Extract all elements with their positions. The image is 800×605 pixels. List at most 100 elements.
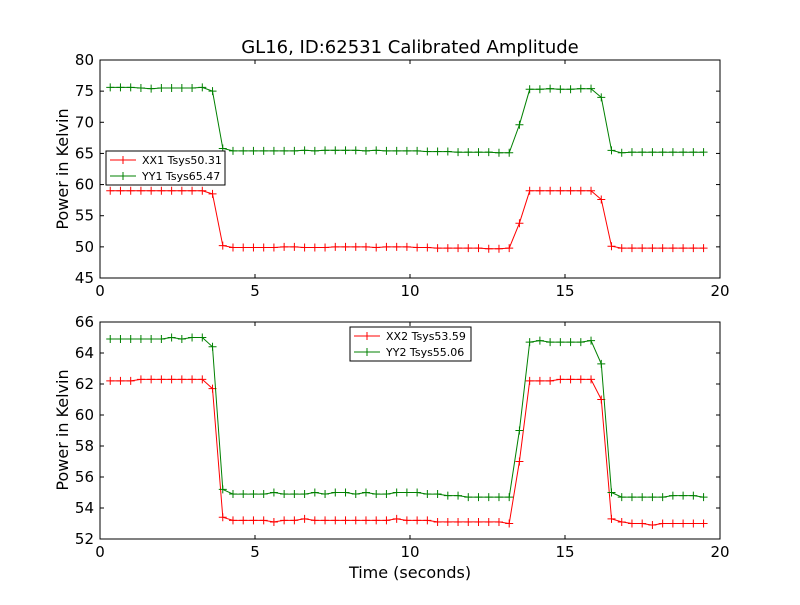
upper-series-1-point — [208, 189, 217, 198]
upper-series-2-point — [198, 83, 207, 92]
upper-series-1-point — [689, 244, 698, 253]
upper-series-1-point — [474, 244, 483, 253]
lower-series-1-point — [361, 516, 370, 525]
lower-series-2-point — [228, 490, 237, 499]
upper-y-tick-label: 75 — [75, 82, 94, 100]
upper-y-tick-label: 65 — [75, 144, 94, 162]
upper-series-1-point — [668, 244, 677, 253]
lower-series-2-point — [300, 490, 309, 499]
lower-series-2-point — [423, 490, 432, 499]
lower-series-2-point — [689, 491, 698, 500]
upper-series-2-point — [668, 148, 677, 157]
upper-series-2-point — [126, 83, 135, 92]
lower-series-2-point — [668, 491, 677, 500]
upper-series-2-point — [269, 146, 278, 155]
lower-series-1-point — [535, 376, 544, 385]
upper-series-2-point — [167, 84, 176, 93]
lower-series-1-point — [198, 375, 207, 384]
lower-series-2-point — [587, 336, 596, 345]
upper-series-2-point — [300, 146, 309, 155]
lower-series-2-point — [658, 493, 667, 502]
lower-series-1-point — [310, 516, 319, 525]
upper-series-1-point — [372, 243, 381, 252]
upper-series-2-point — [331, 146, 340, 155]
upper-series-2-point — [515, 120, 524, 129]
upper-y-axis-label: Power in Kelvin — [53, 108, 72, 229]
lower-series-1-point — [515, 457, 524, 466]
lower-series-2-point — [515, 426, 524, 435]
upper-series-1-point — [413, 243, 422, 252]
upper-series-1-point — [259, 243, 268, 252]
upper-legend-label-2: YY1 Tsys65.47 — [141, 170, 220, 183]
upper-series-2-point — [402, 146, 411, 155]
upper-series-1-point — [587, 186, 596, 195]
upper-series-1-point — [392, 242, 401, 251]
upper-series-2-point — [392, 146, 401, 155]
lower-y-tick-label: 62 — [75, 375, 94, 393]
upper-series-2-point — [474, 148, 483, 157]
lower-legend-box — [349, 326, 472, 362]
lower-series-1-point — [106, 376, 115, 385]
lower-series-2-point — [259, 490, 268, 499]
upper-series-2-point — [228, 146, 237, 155]
upper-series-1-point — [106, 186, 115, 195]
lower-series-1-point — [413, 516, 422, 525]
upper-series-2-point — [484, 148, 493, 157]
upper-series-1-point — [658, 244, 667, 253]
upper-series-1-point — [525, 186, 534, 195]
upper-series-2-point — [638, 148, 647, 157]
lower-series-1-point — [126, 376, 135, 385]
upper-series-2-point — [208, 87, 217, 96]
lower-series-2-point — [331, 488, 340, 497]
lower-series-1-point — [177, 375, 186, 384]
upper-series-2-point — [321, 146, 330, 155]
lower-series-1-point — [249, 516, 258, 525]
lower-series-1-point — [331, 516, 340, 525]
upper-series-2-point — [443, 147, 452, 156]
upper-series-1-point — [607, 242, 616, 251]
lower-series-2-point — [269, 488, 278, 497]
lower-series-2-point — [249, 490, 258, 499]
upper-series-2-point — [310, 146, 319, 155]
lower-series-2-point — [177, 335, 186, 344]
lower-series-2-point — [679, 491, 688, 500]
upper-series-2-point — [535, 85, 544, 94]
x-axis-label: Time (seconds) — [348, 563, 471, 582]
upper-y-tick-label: 70 — [75, 113, 94, 131]
upper-series-1-point — [505, 244, 514, 253]
upper-series-1-point — [535, 186, 544, 195]
lower-series-1-point — [280, 516, 289, 525]
lower-series-1-point — [699, 519, 708, 528]
lower-series-2-point — [341, 488, 350, 497]
upper-y-tick-label: 45 — [75, 269, 94, 287]
upper-series-1-point — [147, 186, 156, 195]
lower-series-1-point — [167, 375, 176, 384]
upper-series-2-point — [556, 85, 565, 94]
lower-series-1-point — [587, 375, 596, 384]
upper-series-1-point — [351, 242, 360, 251]
upper-series-1-point — [679, 244, 688, 253]
upper-series-1-point — [484, 244, 493, 253]
upper-series-1-point — [443, 244, 452, 253]
upper-series-2-point — [147, 84, 156, 93]
upper-series-2-point — [546, 84, 555, 93]
upper-x-tick-label: 10 — [400, 282, 419, 300]
upper-series-2-point — [116, 83, 125, 92]
upper-series-1-point — [627, 244, 636, 253]
upper-legend-label-1: XX1 Tsys50.31 — [142, 154, 222, 167]
lower-series-1-point — [372, 516, 381, 525]
upper-series-1-point — [341, 242, 350, 251]
lower-series-1-point — [484, 517, 493, 526]
upper-series-2-point — [679, 148, 688, 157]
upper-y-tick-label: 80 — [75, 51, 94, 69]
upper-series-2-point — [239, 146, 248, 155]
upper-series-1-point — [126, 186, 135, 195]
upper-series-1-point — [566, 186, 575, 195]
lower-y-tick-label: 54 — [75, 499, 94, 517]
upper-x-tick-label: 20 — [710, 282, 729, 300]
upper-series-1-point — [331, 242, 340, 251]
upper-series-2-point — [597, 93, 606, 102]
lower-subplot: Power in Kelvin 0 5 10 15 20 52 54 56 58 60 62 64 66… — [53, 313, 730, 561]
upper-series-2-point — [494, 148, 503, 157]
